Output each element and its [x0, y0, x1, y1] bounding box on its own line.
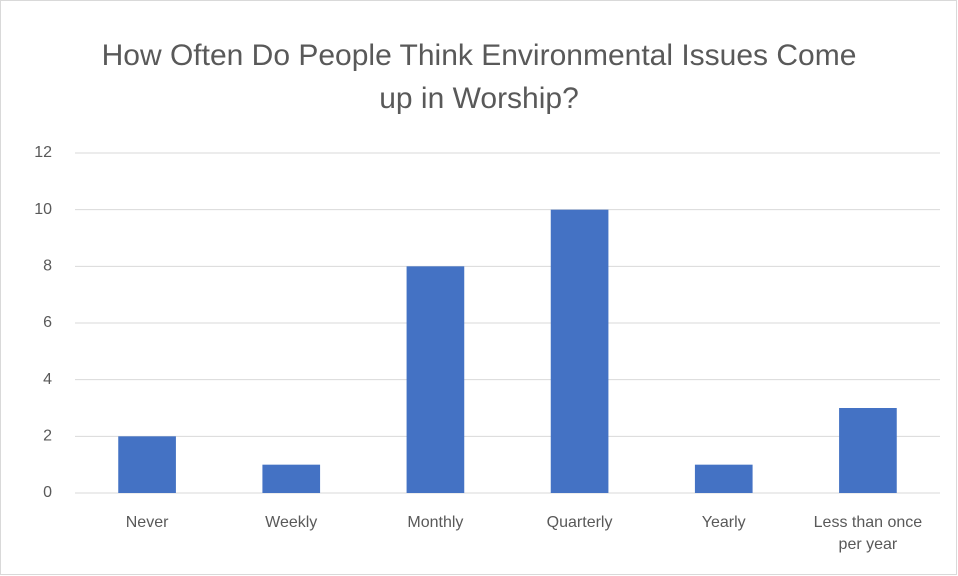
bar [550, 209, 609, 493]
bar [406, 266, 465, 493]
x-tick-label: Monthly [407, 514, 464, 531]
x-tick-label: Yearly [701, 514, 746, 531]
y-tick-label: 0 [43, 484, 52, 501]
y-tick-label: 6 [43, 314, 52, 331]
y-tick-label: 4 [43, 371, 52, 388]
bar [262, 464, 321, 493]
x-tick-label: Less than once per year [813, 514, 923, 553]
x-tick-label: Never [125, 514, 169, 531]
chart-title: How Often Do People Think Environmental … [101, 39, 857, 115]
bar [118, 436, 176, 493]
x-tick-label: Quarterly [546, 514, 613, 531]
bar [839, 408, 897, 493]
y-tick-label: 2 [43, 428, 52, 445]
y-tick-label: 8 [43, 258, 52, 275]
y-tick-label: 10 [34, 201, 52, 218]
y-tick-label: 12 [34, 144, 52, 161]
bar [694, 464, 753, 493]
x-tick-label: Weekly [265, 514, 318, 531]
